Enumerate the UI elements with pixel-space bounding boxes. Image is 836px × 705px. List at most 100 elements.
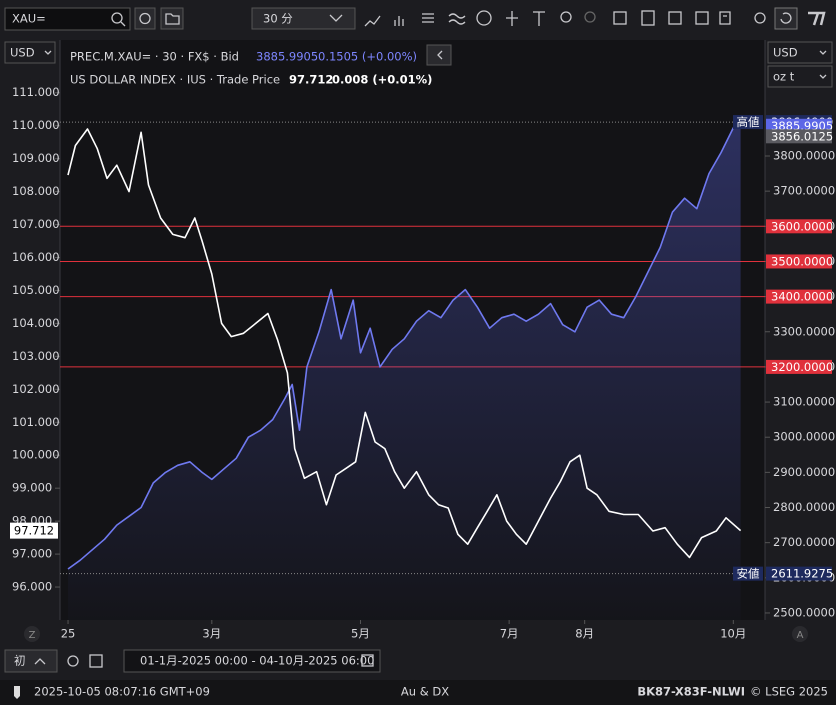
level-tag <box>766 359 832 374</box>
date-range[interactable]: 01-1月-2025 00:00 - 04-10月-2025 06:00 <box>140 654 374 668</box>
interval-dropdown[interactable] <box>251 7 356 30</box>
corner-label[interactable]: A <box>797 630 804 641</box>
y2-tick-label: 2900.0000 <box>773 465 835 479</box>
price-tag-label: 3885.9905 <box>771 119 833 133</box>
x-tick-label: 5月 <box>351 627 370 641</box>
corner-button[interactable] <box>792 626 808 642</box>
crosshair-icon[interactable] <box>506 11 518 26</box>
collapse-icon <box>437 50 443 60</box>
search-box[interactable] <box>4 7 131 31</box>
price-tag-name: 安値 <box>737 567 760 581</box>
y2-tick-label: 3100.0000 <box>773 395 835 409</box>
interval-label[interactable]: 30 分 <box>263 12 293 26</box>
price-tag-label: 2611.9275 <box>771 567 833 581</box>
add-button[interactable] <box>134 7 156 30</box>
x-tick-label: 3月 <box>202 627 221 641</box>
symbol-input[interactable]: XAU= <box>12 12 46 26</box>
y-tick-label: 105.000 <box>12 283 60 297</box>
series-line <box>67 125 741 570</box>
calendar-icon[interactable] <box>361 654 374 667</box>
price-tag <box>766 129 832 144</box>
y-tick-label: 107.000 <box>12 217 60 231</box>
chart-type-icon[interactable] <box>364 15 381 27</box>
dropdown-arrow <box>329 14 343 22</box>
left-last-label: 97.712 <box>14 524 54 538</box>
export-icon[interactable] <box>719 11 731 25</box>
right-unit[interactable]: oz t <box>773 70 795 84</box>
list-icon[interactable] <box>422 13 434 23</box>
unit-dropdown[interactable] <box>767 65 833 88</box>
settings-icon[interactable] <box>754 12 766 24</box>
table-icon[interactable] <box>89 654 103 668</box>
price-tag <box>766 118 832 133</box>
y2-tick-label: 3800.0000 <box>773 149 835 163</box>
y-tick-label: 103.000 <box>12 349 60 363</box>
series-area <box>68 125 741 620</box>
legend-last: 97.712 <box>289 73 333 87</box>
price-tag-name: 高値 <box>737 115 760 129</box>
y-tick-label: 99.000 <box>12 481 52 495</box>
y-tick-label: 102.000 <box>12 382 60 396</box>
legend-change: 0.008 (+0.01%) <box>332 73 432 87</box>
collapse-button[interactable] <box>426 44 452 66</box>
folder-button[interactable] <box>160 7 184 30</box>
x-tick-label: 8月 <box>575 627 594 641</box>
right-currency[interactable]: USD <box>773 46 798 60</box>
y-tick-label: 100.000 <box>12 448 60 462</box>
x-tick-label: 10月 <box>720 627 746 641</box>
left-currency-dropdown[interactable] <box>4 41 56 64</box>
y2-tick-label: 3300.0000 <box>773 324 835 338</box>
level-tag <box>766 289 832 304</box>
y-tick-label: 97.000 <box>12 547 52 561</box>
y2-tick-label: 2500.0000 <box>773 605 835 619</box>
y2-tick-label: 3700.0000 <box>773 184 835 198</box>
plot-layer <box>60 121 765 620</box>
dropdown-arrow <box>819 50 827 55</box>
zoom-out-icon[interactable] <box>584 11 596 23</box>
wave-icon[interactable] <box>448 13 466 25</box>
level-tag <box>766 219 832 234</box>
range-button[interactable] <box>4 649 58 673</box>
instruments: Au & DX <box>401 685 449 699</box>
y-tick-label: 101.000 <box>12 415 60 429</box>
dropdown-arrow <box>819 74 827 79</box>
level-label: 3200.0000 <box>771 360 833 374</box>
zoom-in-icon[interactable] <box>560 11 572 23</box>
text-icon[interactable] <box>533 11 545 26</box>
corner-button[interactable] <box>24 626 40 642</box>
x-axis-strip <box>0 621 836 647</box>
right-currency-dropdown[interactable] <box>767 41 833 64</box>
range-label[interactable]: 初 <box>14 654 26 668</box>
corner-label[interactable]: Z <box>29 630 36 641</box>
legend-box <box>66 44 454 90</box>
y-tick-label: 108.000 <box>12 184 60 198</box>
price-tag-name-box <box>733 566 763 581</box>
level-tag <box>766 254 832 269</box>
y-tick-label: 106.000 <box>12 250 60 264</box>
layout-id: BK87-X83F-NLWI <box>637 685 745 699</box>
y2-tick-label: 2700.0000 <box>773 535 835 549</box>
range-arrow <box>34 658 46 665</box>
legend-name: PREC.M.XAU= · 30 · FX$ · Bid <box>70 50 239 64</box>
toolbar-icons[interactable] <box>364 7 826 30</box>
legend-name: US DOLLAR INDEX · IUS · Trade Price <box>70 73 280 87</box>
window-icon[interactable] <box>695 11 709 25</box>
date-range-box[interactable] <box>123 649 381 673</box>
reset-button[interactable] <box>774 7 798 30</box>
level-label: 3400.0000 <box>771 290 833 304</box>
table-icon[interactable] <box>613 11 627 25</box>
status-bar <box>0 680 836 705</box>
level-label: 3500.0000 <box>771 254 833 268</box>
doc-icon[interactable] <box>641 10 655 26</box>
image-icon[interactable] <box>668 11 682 25</box>
bars-icon[interactable] <box>394 16 404 26</box>
y-tick-label: 110.000 <box>12 118 60 132</box>
level-label: 3600.0000 <box>771 219 833 233</box>
add-icon <box>139 12 151 25</box>
settings-icon[interactable] <box>67 655 79 667</box>
folder-icon <box>165 13 180 25</box>
left-currency[interactable]: USD <box>10 46 35 60</box>
search-icon[interactable] <box>111 12 123 24</box>
event-icon[interactable] <box>476 10 492 26</box>
